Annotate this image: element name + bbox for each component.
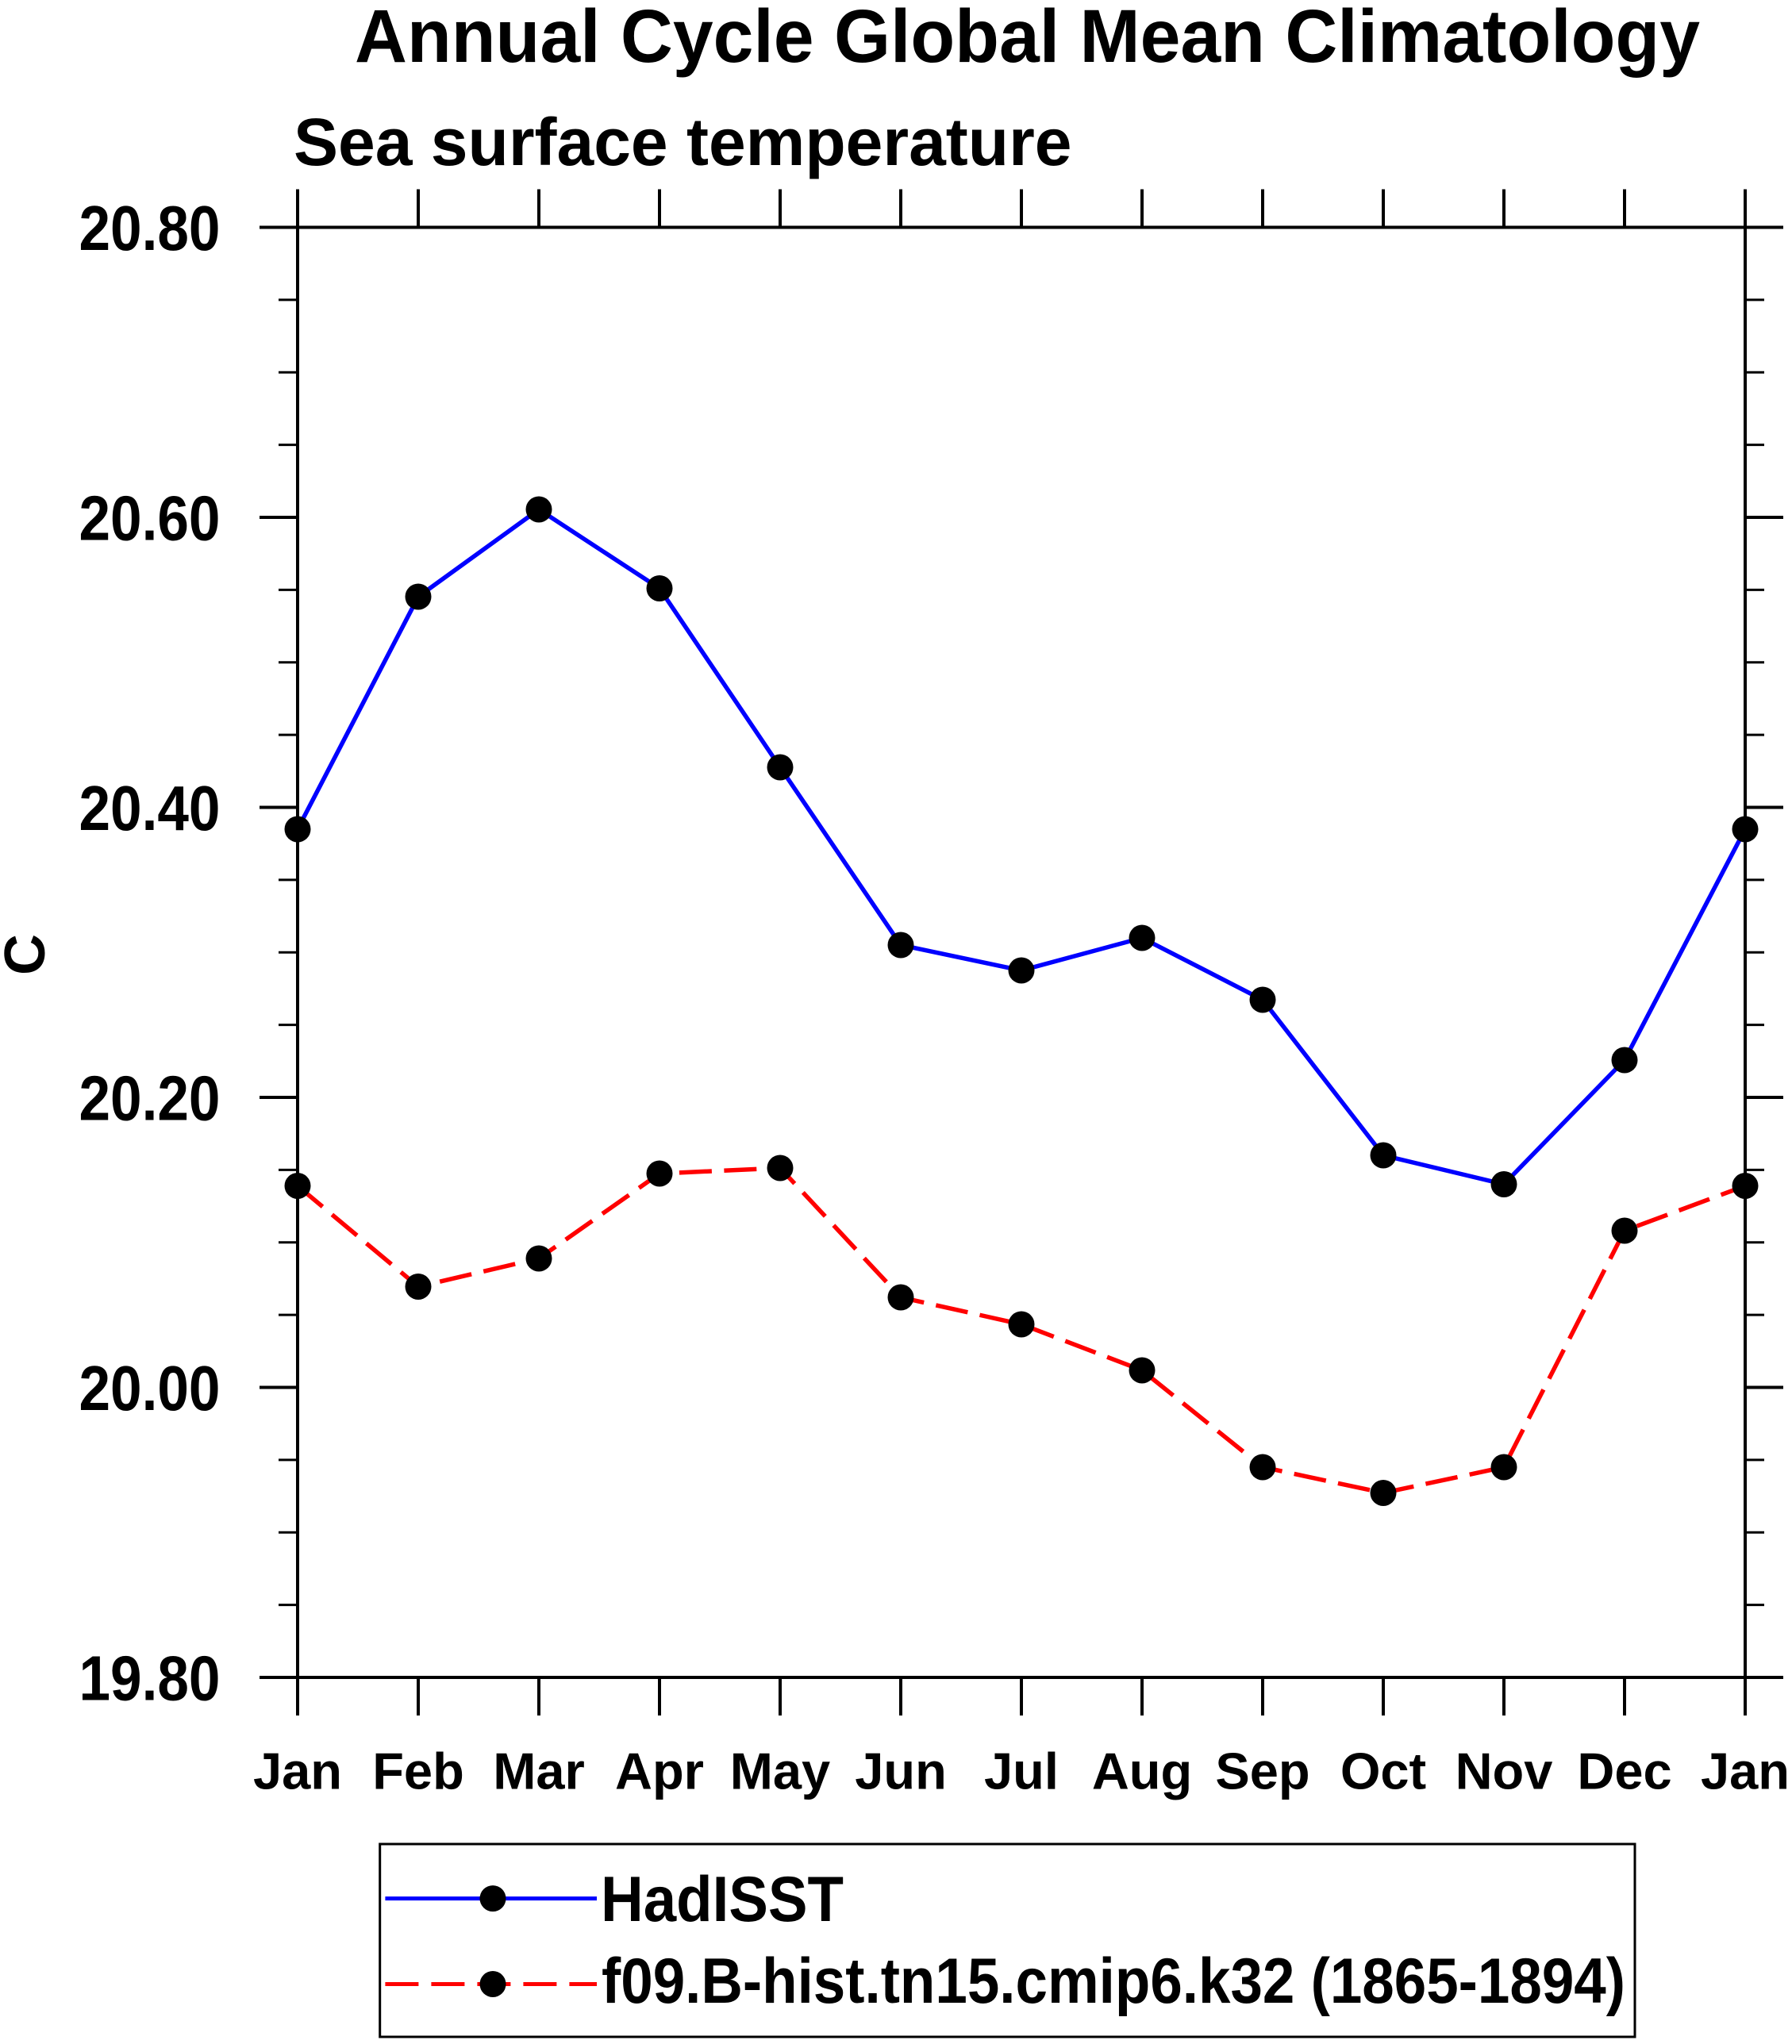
- svg-text:Annual Cycle Global Mean Clima: Annual Cycle Global Mean Climatology: [355, 0, 1700, 79]
- svg-text:C: C: [0, 934, 57, 975]
- svg-text:Jun: Jun: [855, 1742, 947, 1800]
- svg-text:Dec: Dec: [1577, 1742, 1671, 1800]
- svg-text:Apr: Apr: [615, 1742, 704, 1800]
- svg-text:Aug: Aug: [1092, 1742, 1192, 1800]
- svg-text:Jan: Jan: [253, 1742, 342, 1800]
- svg-text:Jul: Jul: [984, 1742, 1059, 1800]
- svg-text:19.80: 19.80: [79, 1643, 221, 1714]
- svg-text:May: May: [730, 1742, 830, 1800]
- svg-text:Sep: Sep: [1215, 1742, 1309, 1800]
- svg-text:Mar: Mar: [493, 1742, 585, 1800]
- svg-text:20.00: 20.00: [79, 1353, 221, 1424]
- svg-text:f09.B-hist.tn15.cmip6.k32 (186: f09.B-hist.tn15.cmip6.k32 (1865-1894): [602, 1946, 1625, 2017]
- svg-text:Oct: Oct: [1340, 1742, 1426, 1800]
- svg-text:20.20: 20.20: [79, 1063, 221, 1134]
- svg-text:Feb: Feb: [372, 1742, 464, 1800]
- svg-text:Jan: Jan: [1701, 1742, 1790, 1800]
- svg-text:Sea surface temperature: Sea surface temperature: [294, 105, 1071, 179]
- svg-text:20.60: 20.60: [79, 483, 221, 554]
- svg-text:HadISST: HadISST: [601, 1864, 844, 1935]
- svg-text:20.40: 20.40: [79, 773, 221, 843]
- svg-text:Nov: Nov: [1456, 1742, 1553, 1800]
- svg-text:20.80: 20.80: [79, 193, 221, 263]
